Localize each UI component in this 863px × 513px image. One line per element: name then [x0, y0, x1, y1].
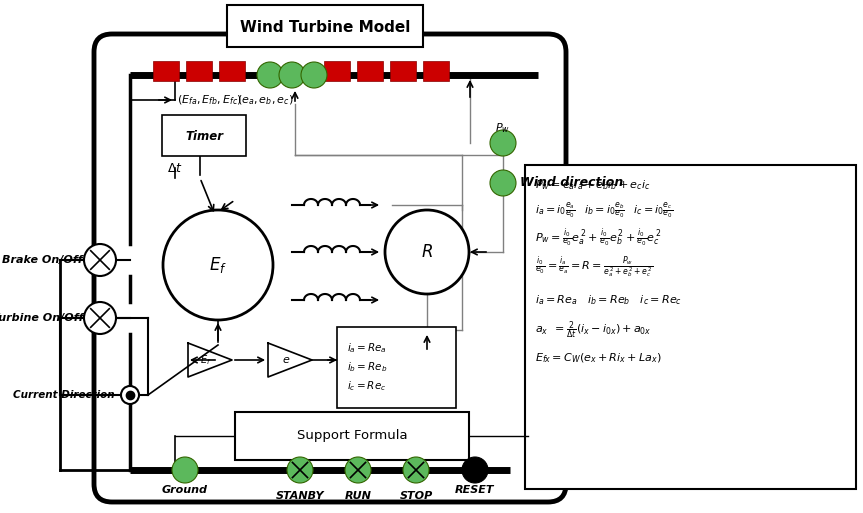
- FancyBboxPatch shape: [390, 61, 416, 81]
- Text: STOP: STOP: [400, 491, 432, 501]
- Text: RUN: RUN: [344, 491, 371, 501]
- Text: $E_f$: $E_f$: [200, 353, 211, 367]
- FancyBboxPatch shape: [162, 115, 246, 156]
- Text: $i_a = Re_a\quad i_b = Re_b\quad i_c = Re_c$: $i_a = Re_a\quad i_b = Re_b\quad i_c = R…: [535, 293, 682, 307]
- Circle shape: [84, 244, 116, 276]
- Circle shape: [490, 170, 516, 196]
- Text: $\frac{i_0}{e_0} = \frac{i_a}{e_a} = R = \frac{P_w}{e_a^{\,2}+e_b^{\,2}+e_c^{\,2: $\frac{i_0}{e_0} = \frac{i_a}{e_a} = R =…: [535, 255, 653, 281]
- Text: $i_a = i_0\frac{e_a}{e_0}\;\;\; i_b = i_0\frac{e_b}{e_0}\;\;\; i_c = i_0\frac{e_: $i_a = i_0\frac{e_a}{e_0}\;\;\; i_b = i_…: [535, 200, 673, 220]
- FancyBboxPatch shape: [357, 61, 383, 81]
- Circle shape: [345, 457, 371, 483]
- Text: $e$: $e$: [282, 355, 290, 365]
- Circle shape: [301, 62, 327, 88]
- Text: Wind direction: Wind direction: [520, 176, 623, 189]
- Text: $P_w = e_a i_a + e_b i_b + e_c i_c$: $P_w = e_a i_a + e_b i_b + e_c i_c$: [535, 178, 651, 192]
- FancyBboxPatch shape: [337, 327, 456, 408]
- Circle shape: [257, 62, 283, 88]
- Text: Support Formula: Support Formula: [297, 429, 407, 443]
- Circle shape: [490, 130, 516, 156]
- Text: $\Delta t$: $\Delta t$: [167, 162, 183, 174]
- Circle shape: [385, 210, 469, 294]
- FancyBboxPatch shape: [94, 34, 566, 502]
- Circle shape: [172, 457, 198, 483]
- Circle shape: [84, 302, 116, 334]
- Circle shape: [163, 210, 273, 320]
- Circle shape: [287, 457, 313, 483]
- Text: $i_b = Re_b$: $i_b = Re_b$: [347, 360, 387, 374]
- FancyBboxPatch shape: [423, 61, 449, 81]
- Text: Ground: Ground: [162, 485, 208, 495]
- Circle shape: [279, 62, 305, 88]
- Text: $i_a = Re_a$: $i_a = Re_a$: [347, 341, 387, 355]
- Text: $i_c = Re_c$: $i_c = Re_c$: [347, 379, 387, 393]
- FancyBboxPatch shape: [186, 61, 212, 81]
- Text: Turbine On/Off: Turbine On/Off: [0, 313, 83, 323]
- Text: RESET: RESET: [456, 485, 494, 495]
- Text: STANBY: STANBY: [276, 491, 324, 501]
- FancyBboxPatch shape: [235, 412, 469, 460]
- Text: $a_x\;\; = \frac{2}{\Delta t}(i_x - i_{0x}) + a_{0x}$: $a_x\;\; = \frac{2}{\Delta t}(i_x - i_{0…: [535, 319, 652, 341]
- Text: $(E_{fa}, E_{fb}, E_{fc})$: $(E_{fa}, E_{fb}, E_{fc})$: [177, 93, 243, 107]
- Text: $P_w = \frac{i_0}{e_0}e_a^{\,2} + \frac{i_0}{e_0}e_b^{\,2} + \frac{i_0}{e_0}e_c^: $P_w = \frac{i_0}{e_0}e_a^{\,2} + \frac{…: [535, 227, 661, 249]
- Text: Current Direction: Current Direction: [13, 390, 115, 400]
- FancyBboxPatch shape: [227, 5, 423, 47]
- Text: $E_{fx} = C_W(e_x + Ri_x + La_x)$: $E_{fx} = C_W(e_x + Ri_x + La_x)$: [535, 351, 662, 365]
- Circle shape: [462, 457, 488, 483]
- FancyBboxPatch shape: [219, 61, 245, 81]
- Text: Timer: Timer: [185, 129, 223, 143]
- Circle shape: [403, 457, 429, 483]
- Text: $E_f$: $E_f$: [209, 255, 227, 275]
- Text: Wind Turbine Model: Wind Turbine Model: [240, 19, 410, 34]
- Text: $P_w$: $P_w$: [495, 121, 511, 135]
- Circle shape: [121, 386, 139, 404]
- FancyBboxPatch shape: [324, 61, 350, 81]
- FancyBboxPatch shape: [525, 165, 856, 489]
- FancyBboxPatch shape: [153, 61, 179, 81]
- Text: Brake On/Off: Brake On/Off: [3, 255, 83, 265]
- Text: $R$: $R$: [421, 243, 433, 261]
- Text: $(e_a, e_b, e_c)$: $(e_a, e_b, e_c)$: [236, 93, 293, 107]
